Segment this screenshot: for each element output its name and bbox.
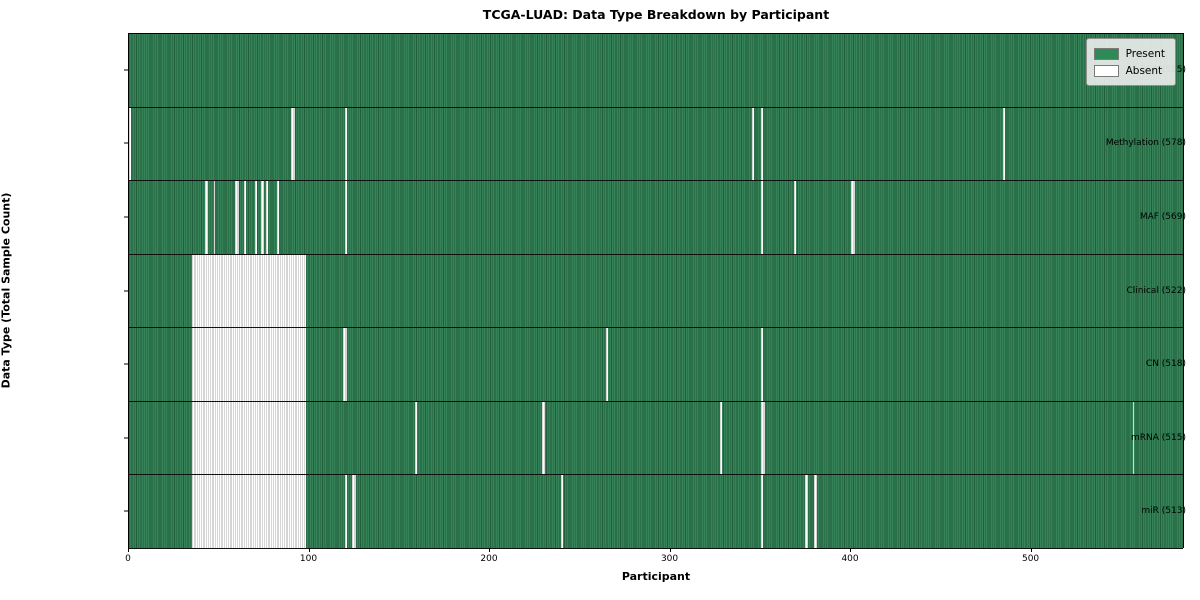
absent-stripe-mRNA	[761, 401, 765, 475]
absent-stripe-miR	[761, 475, 764, 548]
absent-stripe-MAF	[276, 181, 279, 254]
heatmap-row-CN	[129, 328, 1183, 402]
heatmap-row-miR	[129, 475, 1183, 549]
absent-stripe-Methylation	[761, 107, 764, 181]
heatmap-row-mRNA	[129, 401, 1183, 476]
xtick-mark	[489, 548, 491, 552]
xtick-mark	[669, 548, 671, 552]
absent-stripe-CN	[606, 328, 609, 401]
absent-stripe-miR	[813, 475, 818, 548]
absent-stripe-MAF	[255, 181, 257, 254]
absent-stripe-CN	[761, 328, 764, 401]
absent-stripe-MAF	[265, 181, 268, 254]
absent-stripe-Clinical	[192, 254, 306, 328]
absent-stripe-MAF	[260, 181, 265, 254]
absent-stripe-miR	[345, 475, 347, 548]
ytick-mark	[124, 510, 128, 512]
absent-stripe-mRNA	[719, 401, 722, 475]
absent-stripe-Methylation	[291, 107, 295, 181]
xtick-label-300: 300	[660, 554, 679, 564]
ytick-mark	[124, 290, 128, 291]
ytick-label-mRNA: mRNA (515)	[1131, 432, 1186, 443]
ytick-mark	[124, 142, 128, 144]
absent-stripe-mRNA	[541, 401, 546, 475]
legend: Present Absent	[1085, 38, 1176, 86]
xtick-mark	[850, 548, 852, 552]
present-swatch-icon	[1093, 47, 1119, 60]
heatmap-row-BCR	[129, 34, 1183, 108]
ytick-mark	[124, 216, 128, 218]
ytick-label-MAF: MAF (569)	[1139, 211, 1186, 222]
absent-stripe-MAF	[213, 181, 216, 254]
absent-stripe-mRNA	[192, 401, 306, 475]
absent-stripe-MAF	[204, 181, 209, 254]
xtick-mark	[128, 548, 129, 552]
chart-title: TCGA-LUAD: Data Type Breakdown by Partic…	[482, 7, 830, 22]
absent-stripe-MAF	[244, 181, 247, 254]
xtick-mark	[1030, 548, 1032, 552]
absent-swatch-icon	[1093, 64, 1119, 77]
ytick-label-CN: CN (518)	[1145, 359, 1186, 370]
ytick-mark	[124, 437, 128, 439]
xtick-label-200: 200	[480, 554, 498, 564]
absent-stripe-miR	[352, 475, 356, 548]
absent-stripe-MAF	[345, 181, 347, 254]
absent-stripe-Methylation	[129, 107, 131, 181]
xtick-label-400: 400	[841, 554, 859, 564]
legend-label-present: Present	[1125, 47, 1165, 60]
legend-label-absent: Absent	[1125, 64, 1163, 77]
x-axis-label: Participant	[621, 570, 691, 583]
absent-stripe-CN	[192, 328, 306, 401]
absent-stripe-miR	[192, 475, 306, 548]
absent-stripe-Methylation	[752, 107, 755, 181]
absent-stripe-Methylation	[1002, 107, 1005, 181]
legend-entry-present: Present	[1093, 45, 1165, 62]
absent-stripe-MAF	[793, 181, 796, 254]
ytick-mark	[124, 69, 128, 71]
xtick-mark	[308, 548, 310, 552]
heatmap-row-Methylation	[129, 107, 1183, 182]
absent-stripe-miR	[561, 475, 564, 548]
ytick-mark	[124, 363, 128, 365]
absent-stripe-CN	[343, 328, 347, 401]
absent-stripe-MAF	[235, 181, 239, 254]
ytick-label-miR: miR (513)	[1141, 506, 1186, 517]
plot-area: Present Absent	[128, 33, 1184, 549]
heatmap-row-Clinical	[129, 254, 1183, 329]
absent-stripe-MAF	[761, 181, 764, 254]
y-axis-label: Data Type (Total Sample Count)	[0, 192, 13, 389]
xtick-label-100: 100	[299, 554, 318, 564]
absent-stripe-mRNA	[1132, 401, 1135, 475]
legend-entry-absent: Absent	[1093, 62, 1165, 79]
absent-stripe-miR	[804, 475, 809, 548]
heatmap-row-MAF	[129, 181, 1183, 255]
absent-stripe-mRNA	[415, 401, 418, 475]
xtick-label-0: 0	[125, 554, 131, 564]
ytick-label-Clinical: Clinical (522)	[1126, 285, 1186, 296]
absent-stripe-MAF	[851, 181, 856, 254]
ytick-label-Methylation: Methylation (578)	[1105, 138, 1186, 149]
absent-stripe-Methylation	[345, 107, 347, 181]
xtick-label-500: 500	[1021, 554, 1040, 564]
